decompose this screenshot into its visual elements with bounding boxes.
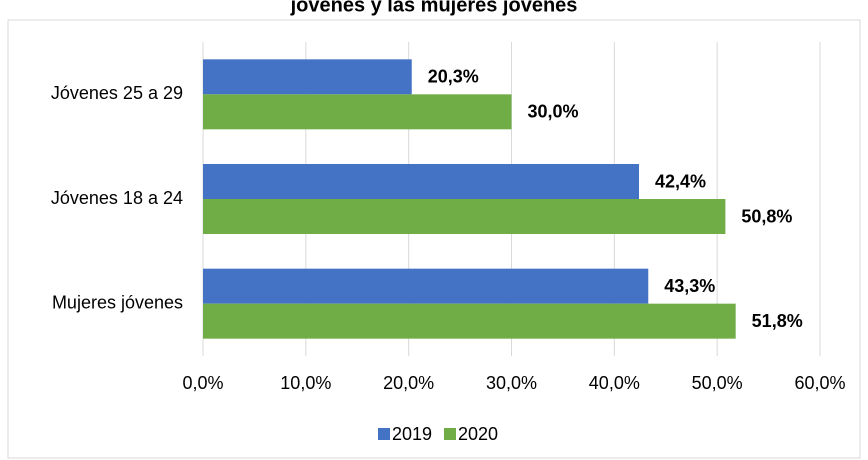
chart-border [7,19,861,459]
bar [203,268,649,304]
y-tick-label: Jóvenes 25 a 29 [51,83,183,103]
x-tick-label: 40,0% [589,373,640,393]
chart-title: jóvenes y las mujeres jóvenes [290,0,578,16]
legend-label: 2019 [392,424,432,444]
data-label: 50,8% [741,206,792,226]
data-label: 51,8% [752,311,803,331]
x-tick-label: 60,0% [794,373,845,393]
data-label: 20,3% [428,67,479,87]
data-label: 43,3% [664,276,715,296]
bar [203,164,640,199]
data-label: 30,0% [528,102,579,122]
x-tick-label: 50,0% [692,373,743,393]
legend-swatch [444,428,456,440]
legend-label: 2020 [458,424,498,444]
bar [203,94,512,130]
x-tick-label: 10,0% [280,373,331,393]
y-tick-label: Jóvenes 18 a 24 [51,188,183,208]
data-label: 42,4% [655,171,706,191]
x-tick-label: 20,0% [383,373,434,393]
x-tick-label: 30,0% [486,373,537,393]
bar [203,199,726,234]
bar [203,303,736,339]
y-tick-label: Mujeres jóvenes [52,292,183,312]
bar [203,59,412,95]
x-tick-label: 0,0% [182,373,223,393]
legend-swatch [378,428,390,440]
